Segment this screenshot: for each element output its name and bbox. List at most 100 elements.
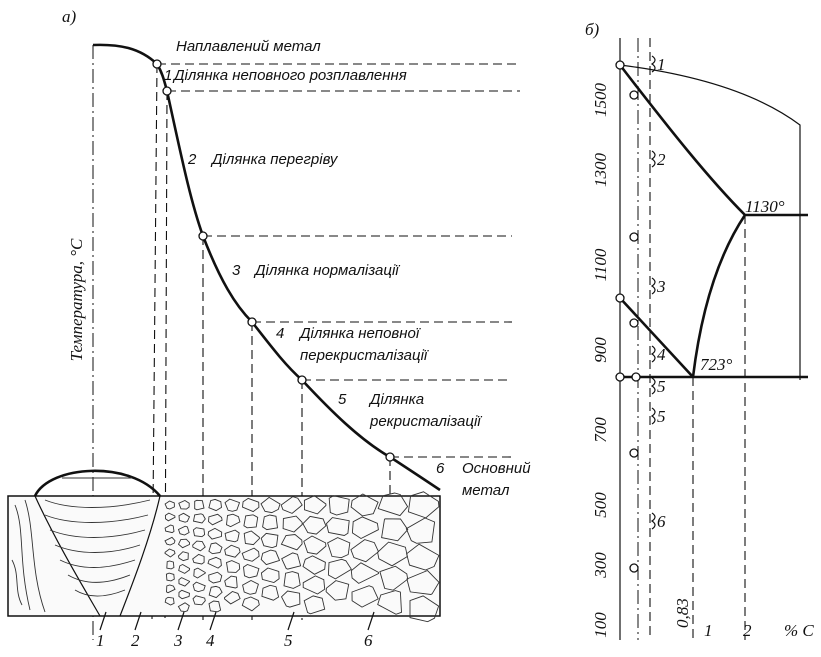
carbon-tick: 1	[704, 621, 713, 640]
grain	[192, 527, 206, 538]
temperature-tick: 1100	[591, 248, 610, 281]
grain	[177, 525, 190, 536]
grain	[241, 596, 260, 612]
grain	[261, 584, 280, 601]
bottom-number: 3	[173, 631, 183, 650]
grain	[224, 590, 241, 605]
carbon-unit: % C	[784, 621, 814, 640]
zone-text: Ділянка неповної	[298, 325, 421, 342]
leader	[287, 611, 295, 631]
temperature-tick: 900	[591, 337, 610, 363]
grain	[377, 541, 408, 567]
zone-text: Ділянка нормалізації	[253, 262, 400, 279]
eutectoid-temp: 723°	[700, 355, 733, 374]
zone-labels: 1 Ділянка неповного розплавлення 2 Ділянка …	[164, 67, 531, 499]
grain	[302, 555, 326, 575]
weld-section	[7, 469, 441, 623]
brace	[650, 55, 656, 73]
temperature-tick: 700	[591, 417, 610, 443]
grain	[326, 517, 350, 536]
brace	[650, 345, 656, 363]
grain	[164, 512, 176, 522]
grain	[243, 530, 260, 546]
panel-b: б) 100 300 500 700 900 1100 1300 1500 1 2 3 4 5 5 6 1…	[585, 20, 814, 640]
leader	[134, 611, 142, 631]
zone-text: Ділянка	[368, 391, 424, 408]
grain	[379, 565, 409, 591]
grain	[192, 581, 206, 593]
bottom-number: 1	[96, 631, 105, 650]
grain	[177, 538, 190, 549]
grain	[192, 513, 206, 524]
bottom-numbers: 1 2 3 4 5 6	[96, 611, 375, 650]
carbon-tick: 2	[743, 621, 752, 640]
zone-text: метал	[462, 482, 510, 499]
grain	[241, 547, 260, 562]
panel-label: а)	[62, 7, 77, 26]
grain	[242, 579, 259, 595]
zone-number: 3	[232, 262, 241, 279]
leader	[99, 611, 107, 631]
temperature-tick: 300	[591, 552, 610, 579]
grain	[165, 572, 175, 582]
zone-number: 3	[656, 277, 666, 296]
grain	[207, 556, 222, 569]
grain	[406, 543, 440, 571]
grain	[224, 498, 241, 512]
grain	[224, 575, 238, 589]
grain	[409, 595, 440, 623]
eutectoid-carbon: 0,83	[673, 598, 692, 628]
grain	[303, 495, 327, 515]
grain	[280, 534, 303, 551]
zone-number: 6	[436, 460, 445, 477]
brace	[650, 150, 656, 168]
grain	[177, 551, 189, 562]
zone-text: Ділянка неповного розплавлення	[172, 67, 407, 84]
zone-number: 2	[657, 150, 666, 169]
grain	[262, 514, 279, 531]
zone-text: рекристалізації	[369, 413, 482, 430]
grain	[208, 585, 223, 599]
zone-text: перекристалізації	[300, 347, 429, 364]
grain	[260, 532, 279, 549]
bottom-number: 2	[131, 631, 140, 650]
grain	[260, 549, 281, 566]
grain	[377, 590, 402, 615]
zone-text: Основний	[462, 460, 531, 477]
phase-points	[615, 60, 641, 573]
grain	[164, 500, 175, 510]
bottom-number: 4	[206, 631, 215, 650]
zone-number: 5	[657, 377, 666, 396]
leader	[209, 611, 217, 631]
zone-number: 1	[164, 67, 172, 84]
grain	[164, 524, 175, 534]
grain	[280, 590, 301, 608]
panel-label: б)	[585, 20, 600, 39]
grain	[377, 492, 409, 517]
zone-text: Ділянка перегріву	[210, 151, 339, 168]
grain	[283, 571, 301, 589]
zone-number: 2	[187, 151, 197, 168]
zone-number: 4	[657, 345, 666, 364]
leader	[177, 611, 185, 631]
leader	[367, 611, 375, 631]
grain	[226, 513, 241, 528]
zone-number: 6	[657, 512, 666, 531]
grain	[178, 499, 190, 510]
grain	[351, 516, 379, 540]
temperature-curve	[92, 43, 441, 492]
grain	[328, 495, 350, 516]
grain	[208, 571, 223, 584]
grain	[178, 589, 190, 600]
grain	[178, 512, 191, 523]
brace	[650, 512, 656, 530]
grain	[193, 567, 206, 579]
grain	[208, 498, 222, 512]
zone-number: 5	[338, 391, 347, 408]
grain	[207, 527, 223, 540]
grain	[177, 602, 190, 613]
grain	[260, 496, 281, 514]
grain	[192, 595, 206, 606]
grain	[178, 563, 191, 574]
